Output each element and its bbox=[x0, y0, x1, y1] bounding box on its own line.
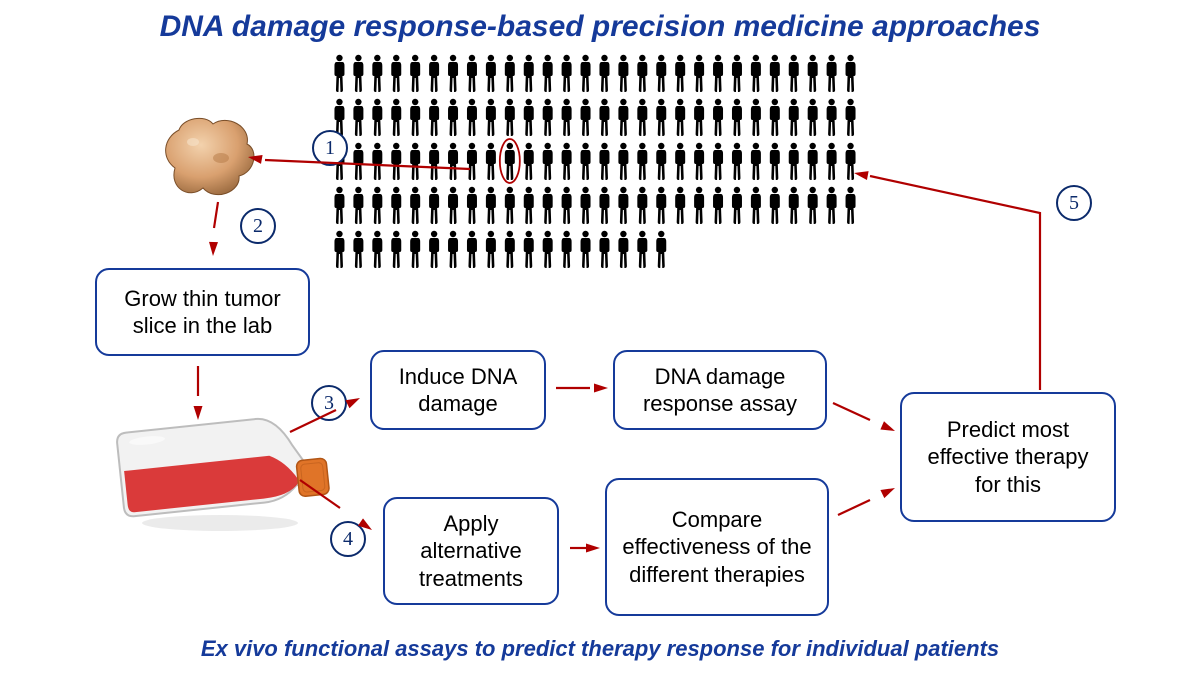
tumor-sample-icon bbox=[155, 108, 265, 213]
a3-flask-to-induce-head bbox=[345, 398, 360, 408]
box-apply: Apply alternative treatments bbox=[383, 497, 559, 605]
box-induce: Induce DNA damage bbox=[370, 350, 546, 430]
a5-predict-to-population bbox=[870, 176, 1040, 390]
tumor-svg bbox=[155, 108, 265, 208]
box-induce-text: Induce DNA damage bbox=[382, 363, 534, 418]
page-title: DNA damage response-based precision medi… bbox=[0, 10, 1200, 44]
step-2-label: 2 bbox=[253, 215, 263, 238]
box-apply-text: Apply alternative treatments bbox=[395, 510, 547, 593]
step-2: 2 bbox=[240, 208, 276, 244]
box-predict: Predict most effective therapy for this bbox=[900, 392, 1116, 522]
step-5-label: 5 bbox=[1069, 192, 1079, 215]
a-assay-to-predict-head bbox=[880, 421, 895, 431]
box-assay: DNA damage response assay bbox=[613, 350, 827, 430]
population-crowd bbox=[330, 54, 860, 276]
step-1: 1 bbox=[312, 130, 348, 166]
step-4: 4 bbox=[330, 521, 366, 557]
flask-svg bbox=[110, 395, 330, 535]
a-compare-to-predict-head bbox=[880, 488, 895, 498]
population-crowd-svg bbox=[330, 54, 860, 276]
a2a-tumor-to-box-head bbox=[209, 242, 218, 256]
culture-flask-icon bbox=[110, 395, 330, 540]
step-5: 5 bbox=[1056, 185, 1092, 221]
box-grow-text: Grow thin tumor slice in the lab bbox=[107, 285, 298, 340]
page-subtitle: Ex vivo functional assays to predict the… bbox=[0, 636, 1200, 662]
box-compare: Compare effectiveness of the different t… bbox=[605, 478, 829, 616]
a-assay-to-predict bbox=[833, 403, 870, 420]
diagram-canvas: { "colors": { "title": "#153a9a", "subti… bbox=[0, 0, 1200, 674]
box-assay-text: DNA damage response assay bbox=[625, 363, 815, 418]
a-compare-to-predict bbox=[838, 500, 870, 515]
step-3-label: 3 bbox=[324, 392, 334, 415]
step-3: 3 bbox=[311, 385, 347, 421]
box-grow: Grow thin tumor slice in the lab bbox=[95, 268, 310, 356]
a-induce-to-assay-head bbox=[594, 384, 608, 393]
box-compare-text: Compare effectiveness of the different t… bbox=[617, 506, 817, 589]
a-apply-to-compare-head bbox=[586, 544, 600, 553]
box-predict-text: Predict most effective therapy for this bbox=[912, 416, 1104, 499]
step-4-label: 4 bbox=[343, 528, 353, 551]
step-1-label: 1 bbox=[325, 137, 335, 160]
